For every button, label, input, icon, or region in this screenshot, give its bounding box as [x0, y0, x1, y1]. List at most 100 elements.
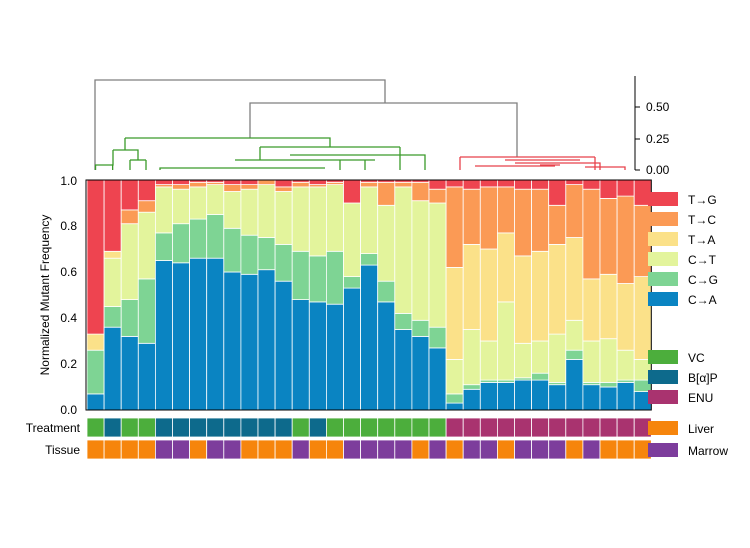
bar-segment	[274, 191, 293, 245]
bar-segment	[257, 179, 276, 185]
bar-segment	[308, 179, 327, 185]
bar-stack	[343, 179, 362, 411]
bar-segment	[172, 179, 191, 185]
bar-segment	[514, 188, 533, 257]
legend-swatch	[648, 232, 678, 246]
tissue-cell	[223, 439, 242, 460]
bar-segment	[223, 184, 242, 192]
bar-segment	[103, 250, 122, 259]
bar-segment	[531, 372, 550, 381]
bar-segment	[206, 214, 225, 259]
tissue-cell	[462, 439, 481, 460]
bar-segment	[257, 184, 276, 238]
bar-segment	[154, 186, 173, 234]
bar-stack	[377, 179, 396, 411]
bar-segment	[172, 223, 191, 264]
legend-swatch	[648, 212, 678, 226]
bar-segment	[86, 393, 105, 411]
bar-segment	[103, 306, 122, 328]
bar-segment	[599, 386, 618, 411]
tissue-cell	[514, 439, 533, 460]
bar-segment	[308, 255, 327, 303]
bar-segment	[343, 276, 362, 289]
bar-stack	[479, 179, 498, 411]
bar-segment	[496, 301, 515, 381]
treatment-cell	[154, 417, 173, 438]
bar-segment	[599, 179, 618, 199]
bar-segment	[291, 186, 310, 252]
legend: T→G T→C T→A C→T C→G C→A VC B[α]P ENU Liver Marrow	[648, 192, 728, 458]
bar-segment	[548, 384, 567, 411]
bar-segment	[496, 381, 515, 411]
tissue-cell	[479, 439, 498, 460]
dendrogram-tick-label: 0.00	[646, 163, 670, 177]
treatment-cell	[257, 417, 276, 438]
treatment-cell	[291, 417, 310, 438]
bar-stack	[325, 179, 344, 411]
treatment-cell	[240, 417, 259, 438]
bar-segment	[103, 257, 122, 307]
tissue-cell	[154, 439, 173, 460]
legend-swatch	[648, 192, 678, 206]
bar-segment	[240, 188, 259, 236]
bar-segment	[479, 340, 498, 381]
tissue-cell	[616, 439, 635, 460]
bar-segment	[377, 181, 396, 206]
treatment-cell	[582, 417, 601, 438]
legend-swatch	[648, 350, 678, 364]
bar-segment	[462, 384, 481, 390]
tissue-cell	[189, 439, 208, 460]
tissue-cell	[445, 439, 464, 460]
bar-segment	[445, 186, 464, 268]
treatment-cell	[496, 417, 515, 438]
bar-segment	[343, 179, 362, 204]
bar-segment	[479, 248, 498, 342]
dendrogram-branch	[113, 149, 139, 160]
bar-segment	[360, 186, 379, 254]
treatment-row-label: Treatment	[26, 421, 81, 435]
bar-segment	[599, 273, 618, 340]
treatment-cell	[137, 417, 156, 438]
bar-segment	[394, 329, 413, 411]
bar-segment	[240, 273, 259, 411]
legend-label: ENU	[688, 391, 713, 405]
bar-segment	[377, 280, 396, 303]
tissue-cell	[377, 439, 396, 460]
y-axis-title: Normalized Mutant Frequency	[38, 215, 52, 376]
tissue-cell	[291, 439, 310, 460]
bar-segment	[257, 269, 276, 411]
treatment-cell	[325, 417, 344, 438]
treatment-cell	[206, 417, 225, 438]
bar-segment	[565, 349, 584, 360]
bar-segment	[86, 349, 105, 395]
bar-segment	[616, 283, 635, 351]
treatment-cell	[223, 417, 242, 438]
bar-stack	[154, 179, 173, 411]
bar-segment	[394, 186, 413, 314]
bar-segment	[445, 393, 464, 404]
bar-segment	[360, 181, 379, 188]
bar-segment	[428, 347, 447, 411]
bar-segment	[462, 188, 481, 245]
treatment-cell	[377, 417, 396, 438]
bar-segment	[172, 262, 191, 411]
bar-stack	[291, 179, 310, 411]
bar-segment	[394, 181, 413, 188]
tissue-cell	[565, 439, 584, 460]
tissue-cell	[308, 439, 327, 460]
dendrogram	[94, 79, 626, 170]
bar-segment	[223, 191, 242, 229]
bar-segment	[240, 179, 259, 185]
dendrogram-tick-label: 0.25	[646, 132, 670, 146]
bar-segment	[86, 179, 105, 335]
y-tick-label: 0.6	[60, 265, 77, 279]
treatment-cell	[103, 417, 122, 438]
bar-segment	[154, 232, 173, 261]
bar-stack	[172, 179, 191, 411]
treatment-cell	[565, 417, 584, 438]
bar-segment	[565, 184, 584, 238]
bar-segment	[548, 179, 567, 206]
legend-label: C→G	[688, 273, 718, 287]
bar-segment	[189, 181, 208, 188]
bar-segment	[308, 301, 327, 411]
